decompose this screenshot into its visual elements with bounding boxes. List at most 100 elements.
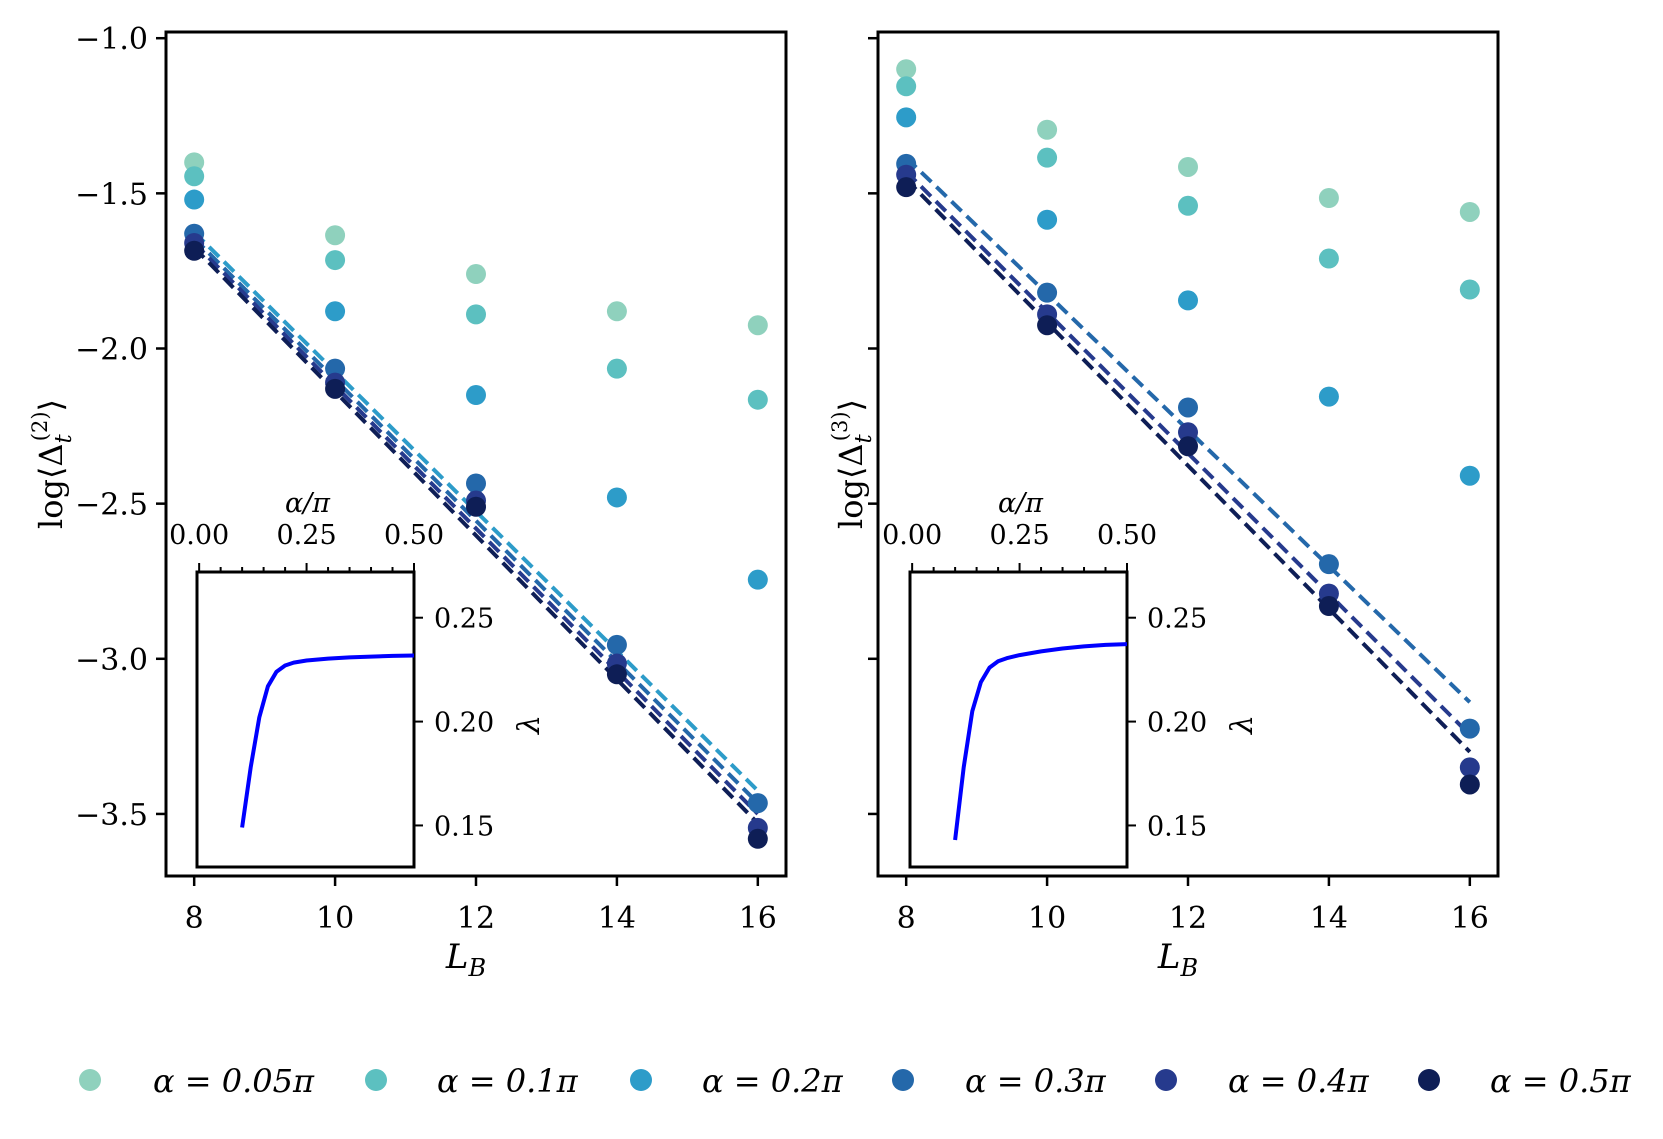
data-point-s5-2 xyxy=(1178,436,1198,457)
data-point-s3-1 xyxy=(1037,282,1058,303)
data-point-s1-3 xyxy=(606,358,627,379)
legend-marker-5 xyxy=(1418,1069,1440,1091)
legend-marker-1 xyxy=(365,1069,387,1091)
data-point-s0-4 xyxy=(747,315,768,336)
data-point-s2-0 xyxy=(896,107,917,128)
data-point-s2-2 xyxy=(1178,290,1198,311)
legend-label-5: α = 0.5π xyxy=(1490,1062,1632,1100)
fit-line-2 xyxy=(192,230,760,793)
x-tick-label: 8 xyxy=(185,901,204,936)
data-point-s3-3 xyxy=(1318,554,1339,575)
inset-x-axis-label: α/π xyxy=(285,488,331,519)
data-point-s1-1 xyxy=(325,250,346,271)
data-point-s0-1 xyxy=(1037,119,1058,140)
legend-marker-2 xyxy=(630,1069,652,1091)
x-tick-label: 12 xyxy=(1169,901,1207,936)
y-tick-label: −1.0 xyxy=(75,22,148,57)
data-point-s3-2 xyxy=(1178,397,1198,418)
legend-label-3: α = 0.3π xyxy=(965,1062,1107,1100)
data-point-s5-4 xyxy=(747,828,768,849)
data-point-s2-3 xyxy=(606,487,627,508)
inset-x-axis-label: α/π xyxy=(998,488,1044,519)
y-tick-label: −2.0 xyxy=(75,333,148,368)
data-point-s2-3 xyxy=(1318,386,1339,407)
data-point-s0-4 xyxy=(1459,201,1480,222)
data-point-s0-3 xyxy=(606,301,627,322)
data-point-s5-0 xyxy=(896,177,917,198)
inset-x-tick-label: 0.50 xyxy=(1097,520,1157,551)
y-axis-label: log⟨Δt(2)⟩ xyxy=(28,399,77,529)
inset-x-tick-label: 0.00 xyxy=(882,520,942,551)
legend: α = 0.05π α = 0.1π α = 0.2π α = 0.3π α =… xyxy=(79,1062,1632,1100)
inset-y-axis-label: λ xyxy=(512,715,547,735)
data-point-s1-4 xyxy=(747,389,768,410)
data-point-s3-3 xyxy=(606,634,627,655)
inset-y-tick-label: 0.15 xyxy=(1147,811,1207,842)
inset-x-tick-label: 0.00 xyxy=(169,520,229,551)
inset-x-tick-label: 0.50 xyxy=(384,520,444,551)
legend-marker-3 xyxy=(892,1069,914,1091)
legend-marker-0 xyxy=(79,1069,101,1091)
data-point-s0-0 xyxy=(184,152,205,173)
data-point-s5-3 xyxy=(1318,596,1339,617)
data-point-s0-2 xyxy=(466,264,486,285)
data-point-s1-2 xyxy=(466,304,486,325)
legend-label-4: α = 0.4π xyxy=(1228,1062,1370,1100)
data-point-s5-1 xyxy=(325,378,346,399)
inset-y-axis-label: λ xyxy=(1225,715,1260,735)
data-point-s2-4 xyxy=(747,569,768,590)
data-point-s0-3 xyxy=(1318,188,1339,209)
x-tick-label: 12 xyxy=(457,901,495,936)
inset-curve xyxy=(240,653,415,828)
data-point-s0-2 xyxy=(1178,156,1198,177)
legend-label-0: α = 0.05π xyxy=(153,1062,315,1100)
data-point-s0-1 xyxy=(325,225,346,246)
fit-line-5 xyxy=(192,246,760,825)
data-point-s2-4 xyxy=(1459,465,1480,486)
data-point-s2-1 xyxy=(325,301,346,322)
fit-line-4 xyxy=(904,170,1472,737)
fit-line-4 xyxy=(192,241,760,816)
y-tick-label: −2.5 xyxy=(75,488,148,523)
data-point-s5-0 xyxy=(184,240,205,261)
inset-frame xyxy=(195,570,416,869)
data-point-s3-4 xyxy=(1459,718,1480,739)
inset-y-tick-label: 0.20 xyxy=(1147,708,1207,739)
data-point-s3-1 xyxy=(325,358,346,379)
left-panel: 8 10 12 14 16 −1.0 −1.5 −2.0 −2.5 −3.0 −3.5 LB log⟨Δ… xyxy=(28,22,788,982)
fit-line-3 xyxy=(192,236,760,805)
x-tick-label: 14 xyxy=(598,901,636,936)
inset-curve xyxy=(953,642,1128,841)
inset-x-tick-label: 0.25 xyxy=(277,520,337,551)
data-point-s2-2 xyxy=(466,385,486,406)
data-point-s1-2 xyxy=(1178,195,1198,216)
data-point-s1-3 xyxy=(1318,248,1339,269)
x-tick-label: 10 xyxy=(1028,901,1066,936)
y-tick-label: −3.0 xyxy=(75,643,148,678)
fit-line-5 xyxy=(904,177,1472,754)
inset-y-tick-label: 0.15 xyxy=(434,811,494,842)
right-panel: 8 10 12 14 16 LB log⟨Δt(3)⟩0.00 0.25 0.50 α/π 0.15… xyxy=(828,30,1500,982)
data-point-s5-1 xyxy=(1037,315,1058,336)
legend-marker-4 xyxy=(1155,1069,1177,1091)
x-tick-label: 16 xyxy=(739,901,777,936)
inset-frame xyxy=(908,570,1129,869)
x-tick-label: 8 xyxy=(897,901,916,936)
x-axis-label: LB xyxy=(1157,937,1198,982)
y-tick-label: −1.5 xyxy=(75,177,148,212)
data-point-s5-2 xyxy=(466,496,486,517)
data-point-s1-4 xyxy=(1459,279,1480,300)
x-tick-label: 10 xyxy=(316,901,354,936)
legend-label-1: α = 0.1π xyxy=(437,1062,579,1100)
data-point-s2-0 xyxy=(184,189,205,210)
x-tick-label: 16 xyxy=(1451,901,1489,936)
data-point-s2-1 xyxy=(1037,209,1058,230)
data-point-s5-3 xyxy=(606,664,627,685)
x-tick-label: 14 xyxy=(1310,901,1348,936)
y-axis-label: log⟨Δt(3)⟩ xyxy=(828,399,877,529)
inset-y-tick-label: 0.25 xyxy=(434,604,494,635)
data-point-s3-2 xyxy=(466,473,486,494)
inset-x-tick-label: 0.25 xyxy=(990,520,1050,551)
data-point-s1-0 xyxy=(896,76,917,97)
